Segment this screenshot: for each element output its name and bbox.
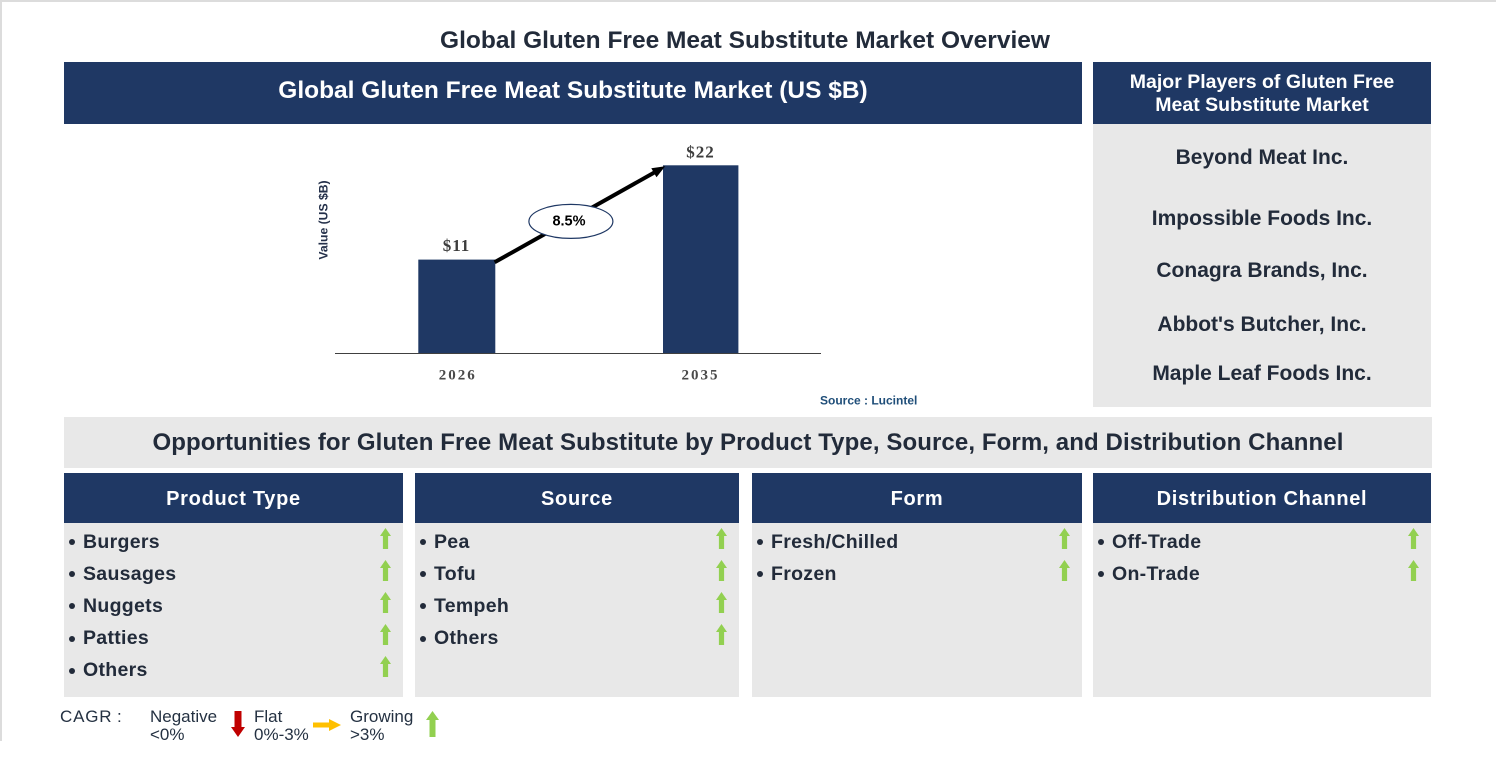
svg-text:$22: $22 — [686, 143, 715, 162]
svg-text:Value (US $B): Value (US $B) — [316, 180, 330, 259]
svg-text:2026: 2026 — [439, 368, 477, 384]
svg-text:Source : Lucintel: Source : Lucintel — [820, 394, 917, 408]
svg-text:2035: 2035 — [682, 368, 720, 384]
svg-text:8.5%: 8.5% — [552, 213, 585, 229]
svg-text:$11: $11 — [443, 236, 471, 255]
